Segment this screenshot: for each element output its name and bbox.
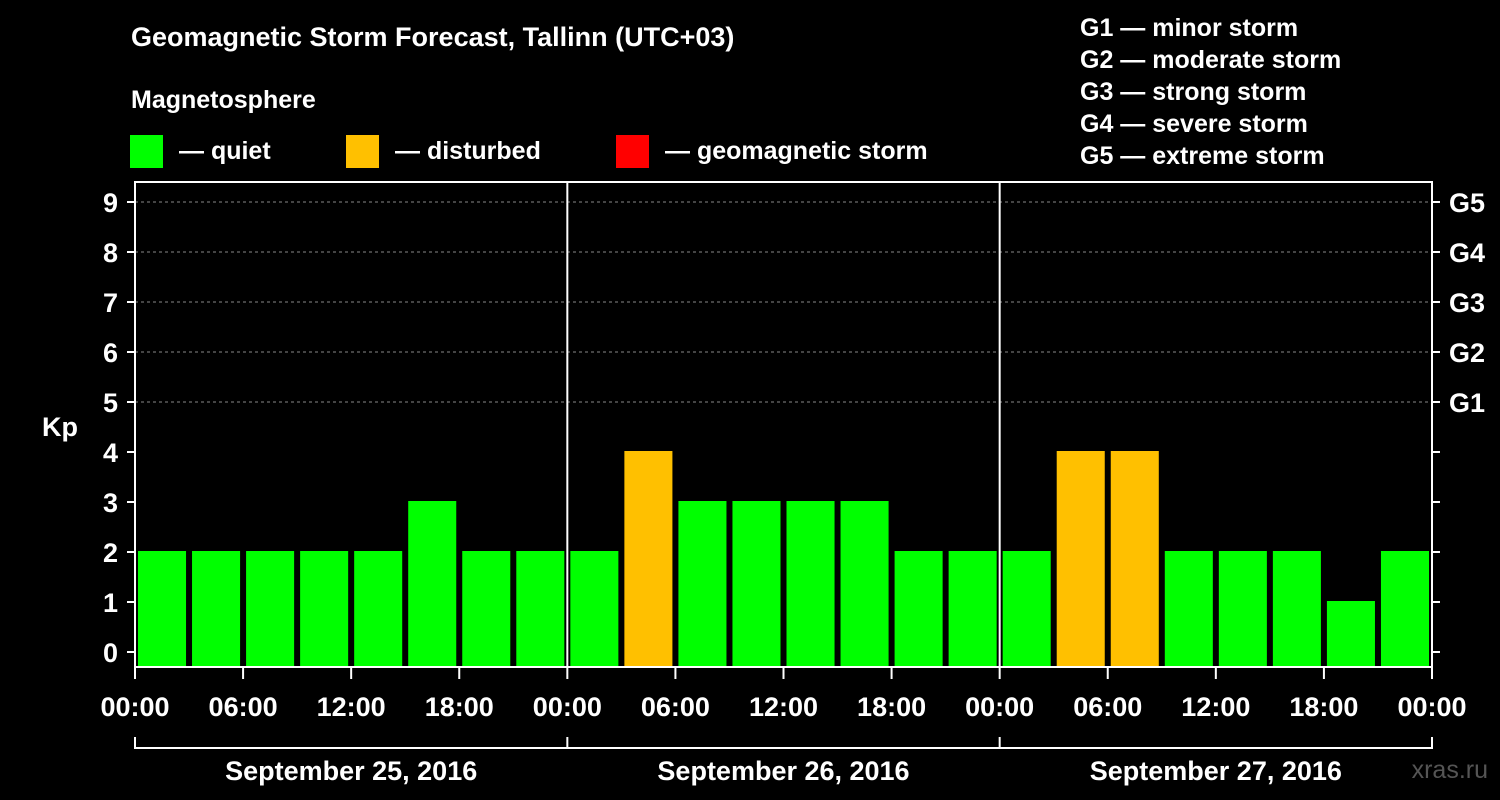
x-tick-label-11: 18:00 bbox=[1289, 692, 1358, 722]
bar-8 bbox=[570, 551, 619, 667]
legend-label-storm: — geomagnetic storm bbox=[665, 136, 928, 165]
x-tick-label-12: 00:00 bbox=[1397, 692, 1466, 722]
bar-9 bbox=[624, 451, 673, 667]
y-tick-label-1: 1 bbox=[103, 588, 118, 618]
g-scale-g3: G3 — strong storm bbox=[1080, 78, 1307, 106]
legend-swatch-quiet bbox=[130, 134, 163, 168]
y-tick-label-7: 7 bbox=[103, 288, 118, 318]
bar-4 bbox=[354, 551, 403, 667]
chart-title: Geomagnetic Storm Forecast, Tallinn (UTC… bbox=[131, 22, 735, 52]
g-scale-g2: G2 — moderate storm bbox=[1080, 46, 1342, 74]
bar-14 bbox=[894, 551, 943, 667]
g-scale-g5: G5 — extreme storm bbox=[1080, 142, 1325, 170]
y-tick-label-9: 9 bbox=[103, 188, 118, 218]
bar-22 bbox=[1326, 601, 1375, 667]
y2-tick-label-g5: G5 bbox=[1449, 188, 1485, 218]
bar-7 bbox=[516, 551, 565, 667]
x-tick-label-2: 12:00 bbox=[317, 692, 386, 722]
bar-5 bbox=[408, 501, 457, 667]
x-tick-label-3: 18:00 bbox=[425, 692, 494, 722]
bar-2 bbox=[246, 551, 295, 667]
bar-18 bbox=[1110, 451, 1159, 667]
watermark: xras.ru bbox=[1411, 756, 1488, 784]
bar-10 bbox=[678, 501, 727, 667]
x-tick-label-10: 12:00 bbox=[1181, 692, 1250, 722]
bar-3 bbox=[300, 551, 349, 667]
y2-tick-label-g1: G1 bbox=[1449, 388, 1485, 418]
y-tick-label-5: 5 bbox=[103, 388, 118, 418]
legend-swatch-storm bbox=[616, 134, 649, 168]
x-tick-label-7: 18:00 bbox=[857, 692, 926, 722]
day-label-0: September 25, 2016 bbox=[225, 756, 477, 786]
legend-label-quiet: — quiet bbox=[179, 136, 271, 165]
x-tick-label-6: 12:00 bbox=[749, 692, 818, 722]
bar-12 bbox=[786, 501, 835, 667]
section-label: Magnetosphere bbox=[131, 86, 316, 114]
bar-23 bbox=[1380, 551, 1429, 667]
y-tick-label-6: 6 bbox=[103, 338, 118, 368]
y-tick-label-8: 8 bbox=[103, 238, 118, 268]
legend-label-disturbed: — disturbed bbox=[395, 136, 541, 165]
bar-15 bbox=[948, 551, 997, 667]
day-label-1: September 26, 2016 bbox=[657, 756, 909, 786]
y-tick-label-2: 2 bbox=[103, 538, 118, 568]
bar-21 bbox=[1272, 551, 1321, 667]
bar-19 bbox=[1164, 551, 1213, 667]
bar-20 bbox=[1218, 551, 1267, 667]
x-tick-label-9: 06:00 bbox=[1073, 692, 1142, 722]
legend-item-quiet: — quiet bbox=[130, 134, 271, 168]
y-tick-label-3: 3 bbox=[103, 488, 118, 518]
y2-tick-label-g3: G3 bbox=[1449, 288, 1485, 318]
x-tick-label-1: 06:00 bbox=[209, 692, 278, 722]
x-tick-label-5: 06:00 bbox=[641, 692, 710, 722]
x-tick-label-0: 00:00 bbox=[100, 692, 169, 722]
g-scale-g4: G4 — severe storm bbox=[1080, 110, 1308, 138]
bar-11 bbox=[732, 501, 781, 667]
bar-13 bbox=[840, 501, 889, 667]
x-tick-label-4: 00:00 bbox=[533, 692, 602, 722]
y-axis-label: Kp bbox=[42, 412, 78, 442]
bar-16 bbox=[1002, 551, 1051, 667]
y2-tick-label-g4: G4 bbox=[1449, 238, 1485, 268]
day-label-2: September 27, 2016 bbox=[1090, 756, 1342, 786]
bar-6 bbox=[462, 551, 511, 667]
y-tick-label-4: 4 bbox=[103, 438, 118, 468]
legend-item-disturbed: — disturbed bbox=[346, 134, 541, 168]
y2-tick-label-g2: G2 bbox=[1449, 338, 1485, 368]
bar-0 bbox=[138, 551, 187, 667]
x-tick-label-8: 00:00 bbox=[965, 692, 1034, 722]
y-tick-label-0: 0 bbox=[103, 638, 118, 668]
legend-swatch-disturbed bbox=[346, 134, 379, 168]
bar-17 bbox=[1056, 451, 1105, 667]
legend-item-storm: — geomagnetic storm bbox=[616, 134, 928, 168]
bar-1 bbox=[192, 551, 241, 667]
g-scale-g1: G1 — minor storm bbox=[1080, 14, 1299, 42]
